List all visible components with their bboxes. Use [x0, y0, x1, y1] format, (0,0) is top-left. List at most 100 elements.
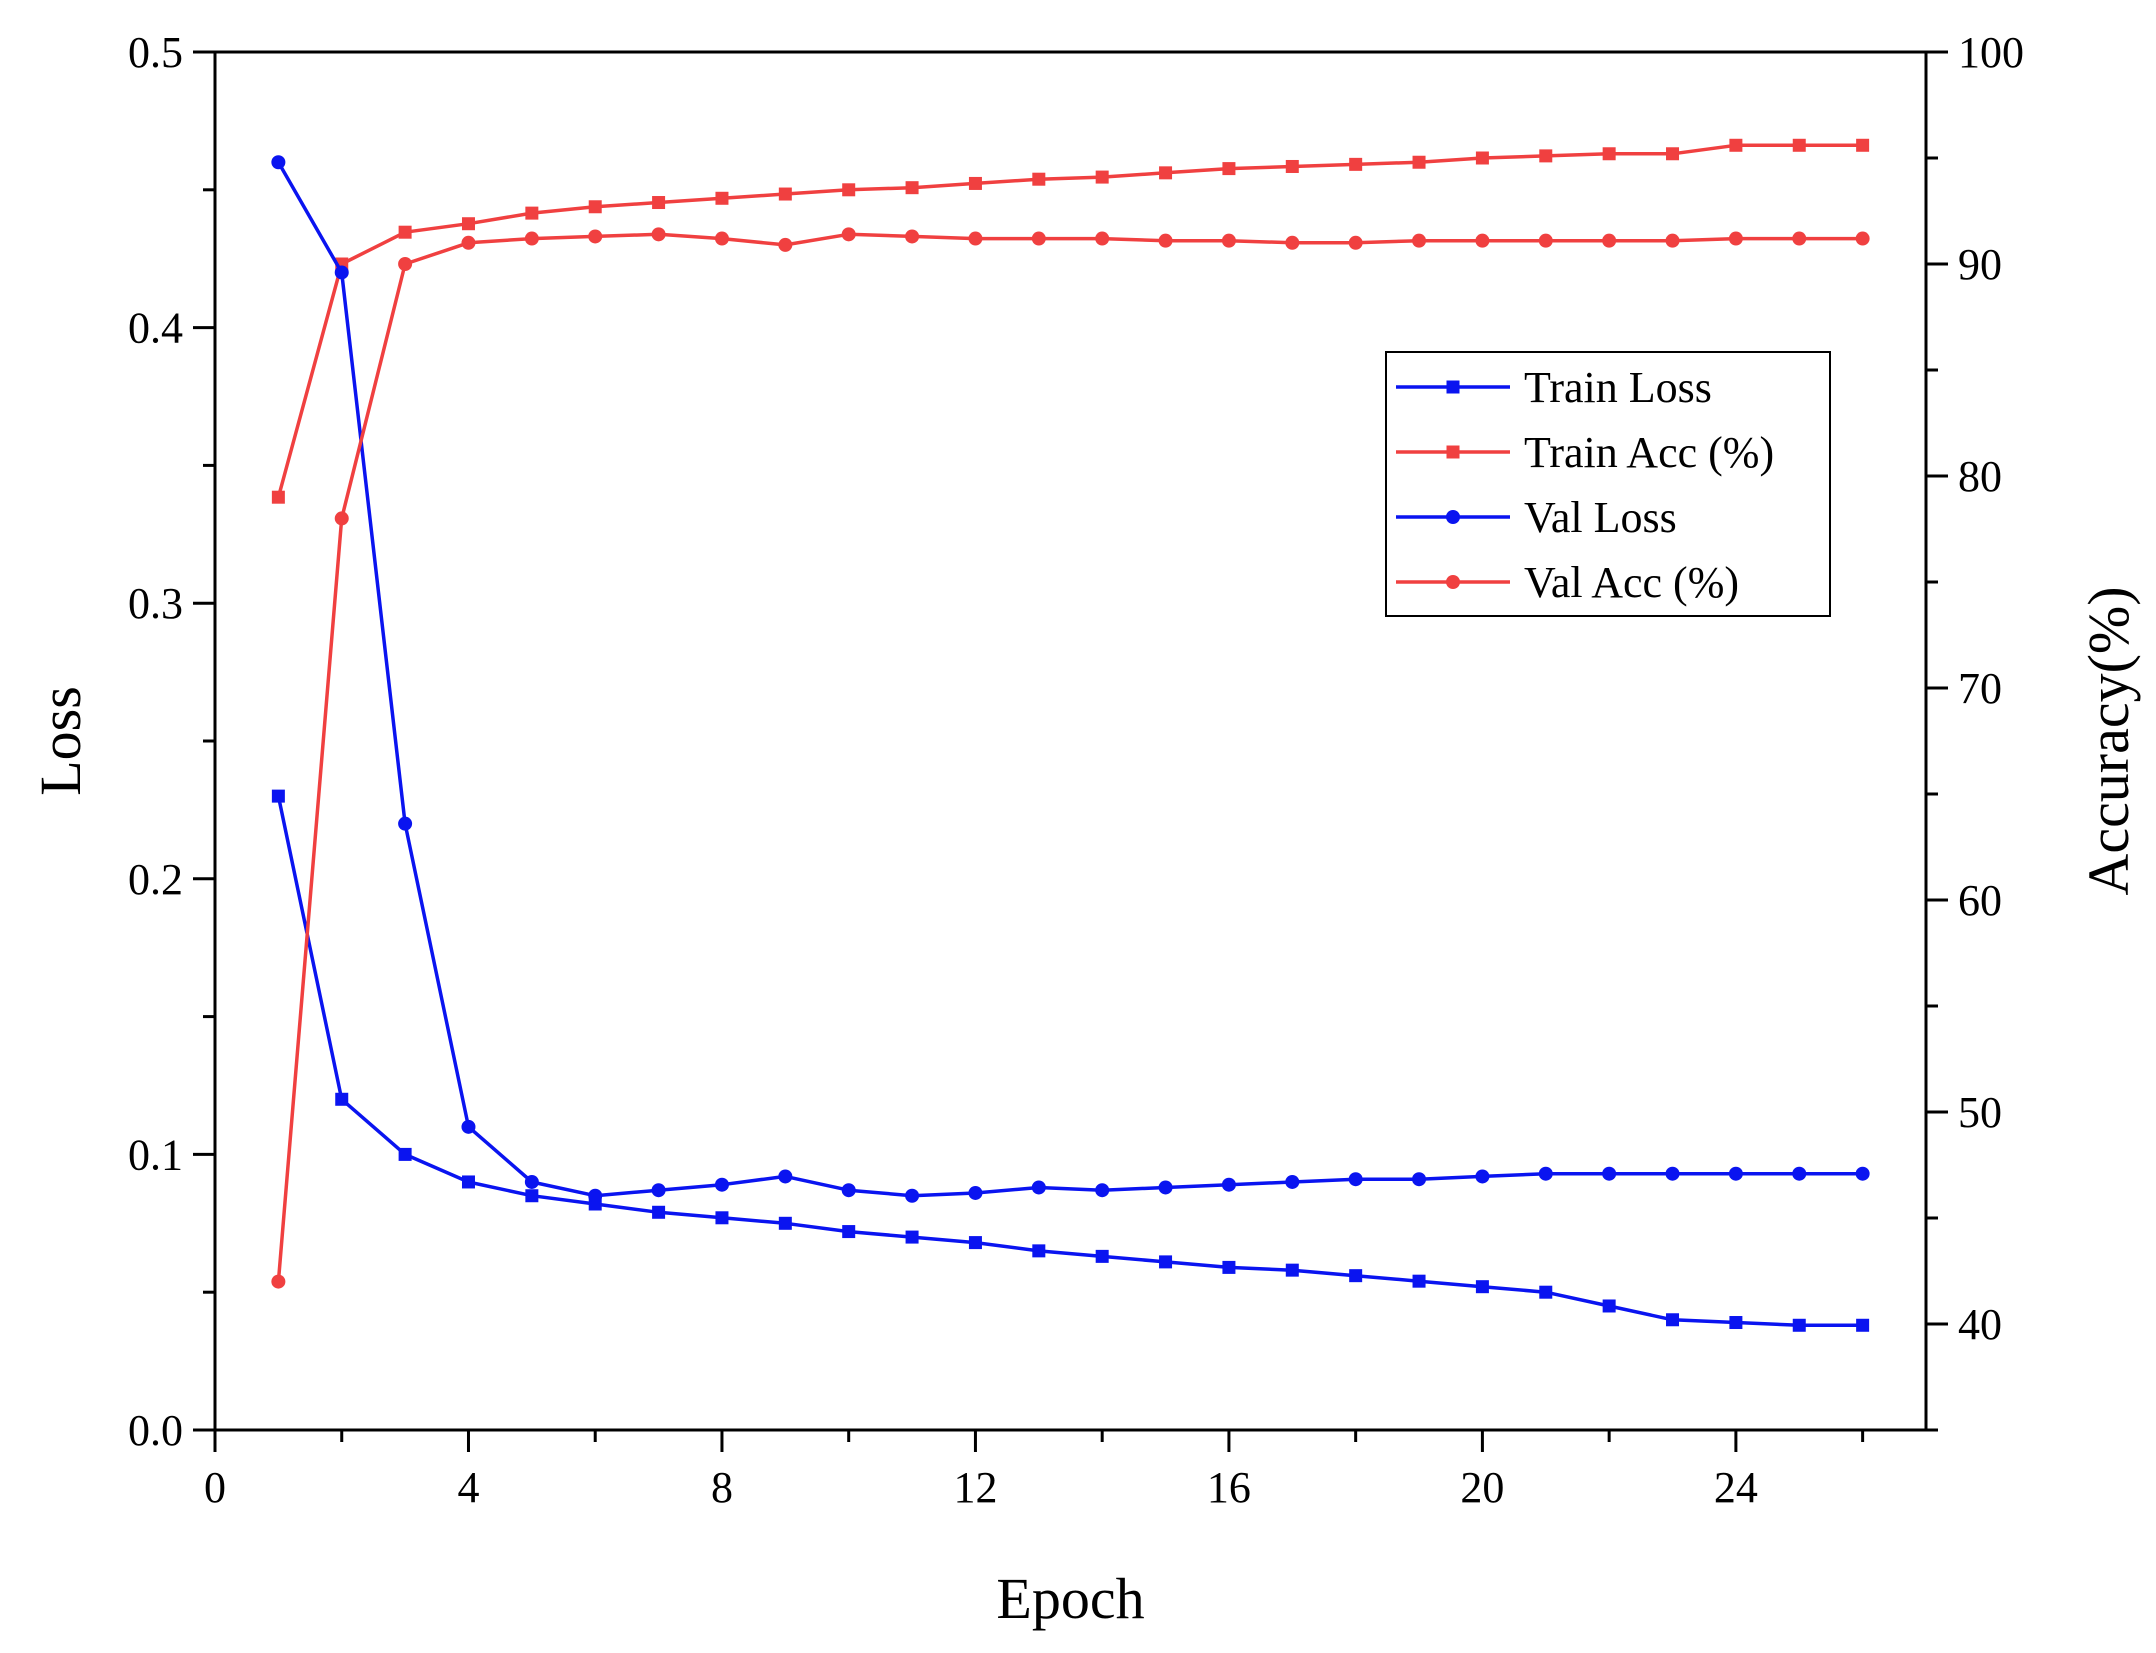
- x-tick-label: 24: [1714, 1463, 1758, 1512]
- x-tick-label: 12: [953, 1463, 997, 1512]
- y-right-tick-label: 60: [1958, 876, 2002, 925]
- data-point-train-acc: [1222, 162, 1236, 176]
- data-point-train-acc: [1666, 147, 1680, 161]
- x-tick-label: 20: [1460, 1463, 1504, 1512]
- data-point-val-loss: [1221, 1177, 1236, 1192]
- data-point-train-loss: [842, 1225, 856, 1239]
- data-point-train-acc: [1602, 147, 1616, 161]
- data-point-val-acc: [1792, 231, 1807, 246]
- data-point-val-loss: [778, 1169, 793, 1184]
- data-point-val-loss: [1728, 1166, 1743, 1181]
- data-point-val-acc: [588, 229, 603, 244]
- data-point-val-acc: [1665, 233, 1680, 248]
- data-point-val-loss: [334, 265, 349, 280]
- data-point-train-acc: [588, 200, 602, 214]
- data-point-val-acc: [334, 511, 349, 526]
- data-point-train-acc: [905, 181, 919, 195]
- data-point-train-acc: [271, 490, 285, 504]
- y-right-tick-label: 70: [1958, 664, 2002, 713]
- data-point-val-acc: [1728, 231, 1743, 246]
- data-point-train-acc: [1285, 159, 1299, 173]
- data-point-val-loss: [588, 1188, 603, 1203]
- y-left-tick-label: 0.5: [128, 28, 183, 77]
- data-point-train-acc: [715, 191, 729, 205]
- data-point-train-acc: [1856, 138, 1870, 152]
- data-point-train-loss: [1222, 1260, 1236, 1274]
- legend-box: [1385, 351, 1831, 617]
- data-point-val-loss: [1665, 1166, 1680, 1181]
- data-point-train-acc: [461, 217, 475, 231]
- data-point-train-loss: [1602, 1299, 1616, 1313]
- data-point-train-acc: [1729, 138, 1743, 152]
- data-point-val-loss: [1348, 1172, 1363, 1187]
- x-tick-label: 8: [711, 1463, 733, 1512]
- legend-marker-circle: [1446, 575, 1460, 589]
- y-left-tick-label: 0.2: [128, 855, 183, 904]
- data-point-val-loss: [1095, 1183, 1110, 1198]
- data-point-val-acc: [968, 231, 983, 246]
- legend-marker-square: [1446, 380, 1460, 394]
- data-point-train-acc: [968, 176, 982, 190]
- legend-label: Val Loss: [1524, 493, 1677, 542]
- plot-frame: [213, 50, 1928, 1432]
- x-tick-label: 4: [457, 1463, 479, 1512]
- data-point-train-acc: [1412, 155, 1426, 169]
- data-point-val-loss: [1602, 1166, 1617, 1181]
- data-point-train-loss: [1792, 1318, 1806, 1332]
- data-point-val-loss: [1285, 1174, 1300, 1189]
- data-point-val-acc: [1348, 235, 1363, 250]
- data-point-val-loss: [1855, 1166, 1870, 1181]
- data-point-train-acc: [842, 183, 856, 197]
- data-point-val-acc: [1412, 233, 1427, 248]
- y-right-tick-label: 100: [1958, 28, 2024, 77]
- data-point-train-loss: [271, 789, 285, 803]
- data-point-train-acc: [1032, 172, 1046, 186]
- data-point-train-loss: [1666, 1313, 1680, 1327]
- series-line-train-loss: [276, 795, 1863, 1328]
- data-point-val-loss: [398, 816, 413, 831]
- data-point-val-acc: [1158, 233, 1173, 248]
- x-tick-label: 16: [1207, 1463, 1251, 1512]
- data-point-val-acc: [905, 229, 920, 244]
- data-point-val-loss: [651, 1183, 666, 1198]
- data-point-train-loss: [461, 1175, 475, 1189]
- y-right-tick-label: 40: [1958, 1300, 2002, 1349]
- y-right-tick-label: 80: [1958, 452, 2002, 501]
- legend: Train Loss Train Acc (%) Val Loss Val Acc (…: [1385, 351, 1831, 617]
- data-point-train-loss: [335, 1092, 349, 1106]
- data-point-train-acc: [652, 196, 666, 210]
- y-right-axis-title: Accuracy(%): [2076, 586, 2141, 895]
- data-point-val-loss: [905, 1188, 920, 1203]
- legend-label: Val Acc (%): [1524, 558, 1739, 607]
- data-point-train-loss: [715, 1211, 729, 1225]
- data-point-train-loss: [1349, 1269, 1363, 1283]
- data-point-train-acc: [1475, 151, 1489, 165]
- data-point-train-acc: [525, 206, 539, 220]
- data-point-train-loss: [968, 1236, 982, 1250]
- data-point-val-acc: [1475, 233, 1490, 248]
- data-point-train-loss: [1285, 1263, 1299, 1277]
- data-point-val-loss: [714, 1177, 729, 1192]
- data-point-train-loss: [1159, 1255, 1173, 1269]
- data-point-val-loss: [1475, 1169, 1490, 1184]
- data-point-val-acc: [271, 1274, 286, 1289]
- data-point-val-loss: [524, 1174, 539, 1189]
- data-point-val-loss: [1538, 1166, 1553, 1181]
- data-point-val-acc: [461, 235, 476, 250]
- series-line-val-acc: [276, 232, 1863, 1282]
- x-axis-title: Epoch: [996, 1566, 1144, 1631]
- x-tick-label: 0: [204, 1463, 226, 1512]
- data-point-train-acc: [1095, 170, 1109, 184]
- data-point-val-loss: [1792, 1166, 1807, 1181]
- data-point-train-loss: [1032, 1244, 1046, 1258]
- data-point-val-acc: [1221, 233, 1236, 248]
- data-point-val-acc: [1285, 235, 1300, 250]
- series-line-train-acc: [276, 143, 1863, 498]
- data-point-val-acc: [524, 231, 539, 246]
- data-point-train-loss: [1856, 1318, 1870, 1332]
- data-point-train-loss: [1412, 1274, 1426, 1288]
- series-line-val-loss: [276, 161, 1863, 1198]
- y-left-tick-label: 0.4: [128, 304, 183, 353]
- legend-marker-circle: [1446, 510, 1460, 524]
